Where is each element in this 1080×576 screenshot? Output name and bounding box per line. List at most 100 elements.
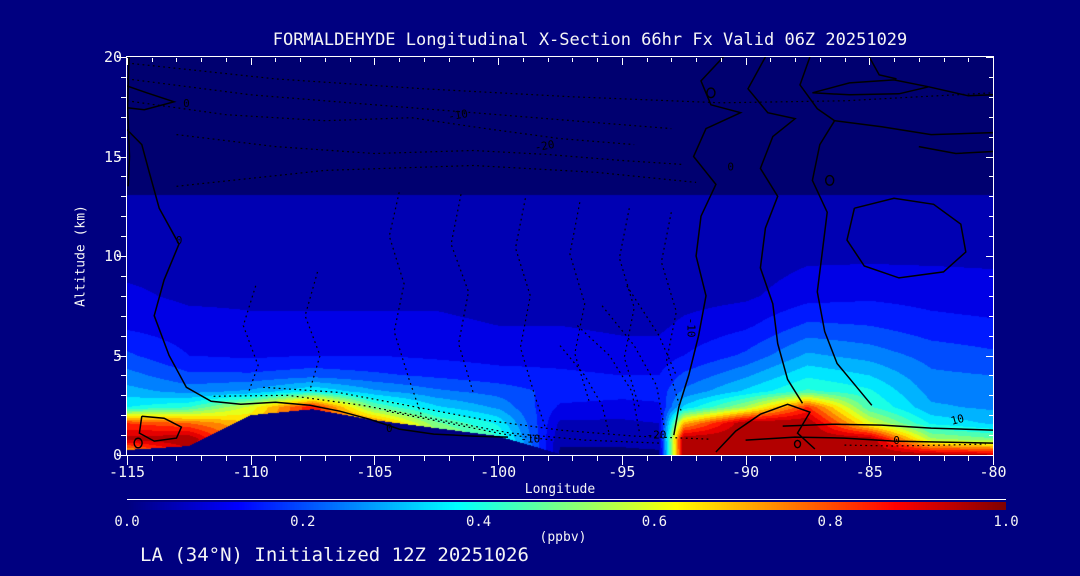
dotted-contour-line: [127, 62, 993, 104]
x-axis-top-tick: [993, 58, 994, 65]
contour-value-label: 0: [893, 434, 900, 447]
solid-contour-line: [812, 79, 929, 96]
x-axis-tick: [621, 456, 623, 465]
dotted-contour-line: [304, 271, 321, 390]
y-axis-right-tick: [989, 96, 993, 98]
x-axis-tick: [844, 456, 846, 461]
dotted-contour-line: [514, 198, 546, 428]
y-axis-right-tick: [986, 455, 993, 456]
y-axis-tick: [121, 76, 126, 78]
y-axis-title: Altitude (km): [73, 205, 89, 307]
dotted-contour-line: [618, 208, 640, 408]
x-axis-top-tick: [745, 58, 747, 65]
x-axis-tick: [597, 456, 599, 461]
dotted-contour-line: [127, 100, 635, 146]
x-axis-tick: [473, 456, 475, 461]
x-axis-tick: [127, 456, 128, 465]
y-axis-right-tick: [989, 295, 993, 297]
x-axis-top-tick: [423, 58, 425, 62]
y-axis-right-tick: [989, 395, 993, 397]
x-axis-top-tick: [300, 58, 302, 62]
x-axis-tick: [349, 456, 351, 461]
x-tick-label: -110: [232, 463, 269, 481]
solid-contour-line: [782, 423, 993, 431]
y-axis-tick: [121, 176, 126, 178]
dotted-contour-line: [213, 394, 660, 444]
solid-contour-line: [138, 415, 183, 442]
solid-contour-line: [715, 403, 816, 453]
x-axis-tick: [300, 456, 302, 461]
contour-value-label: 0: [727, 160, 734, 173]
x-axis-top-tick: [646, 58, 648, 62]
x-axis-top-tick: [894, 58, 896, 62]
x-axis-top-tick: [968, 58, 970, 62]
y-axis-tick: [121, 335, 126, 337]
x-axis-top-tick: [151, 58, 153, 62]
y-axis-right-tick: [986, 156, 993, 158]
contour-value-label: -20: [534, 138, 556, 154]
y-axis-right-tick: [989, 275, 993, 277]
x-axis-top-tick: [918, 58, 920, 62]
y-axis-right-tick: [989, 435, 993, 437]
contour-loop: [793, 439, 802, 449]
x-axis-tick: [448, 456, 450, 461]
x-tick-label: -95: [608, 463, 636, 481]
y-axis-tick: [117, 355, 126, 357]
x-axis-top-tick: [324, 58, 326, 62]
y-axis-tick: [117, 57, 126, 58]
dotted-contour-line: [127, 78, 672, 130]
x-tick-label: -85: [855, 463, 883, 481]
y-axis-right-tick: [989, 335, 993, 337]
contour-value-label: -20: [647, 429, 667, 442]
x-axis-top-tick: [374, 58, 376, 65]
x-axis-tick: [250, 456, 252, 465]
solid-contour-line: [799, 57, 873, 406]
y-axis-tick: [121, 116, 126, 118]
x-axis-tick: [720, 456, 722, 461]
y-axis-tick: [121, 96, 126, 98]
y-axis-tick: [121, 315, 126, 317]
y-tick-label: 5: [112, 346, 122, 365]
x-axis-top-tick: [127, 58, 128, 65]
y-axis-right-tick: [989, 176, 993, 178]
solid-contour-line: [834, 119, 993, 136]
x-axis-top-tick: [943, 58, 945, 62]
x-axis-top-tick: [671, 58, 673, 62]
contour-loop: [824, 174, 835, 186]
x-axis-top-tick: [176, 58, 178, 62]
solid-contour-line: [846, 197, 967, 279]
solid-contour-line: [745, 436, 993, 444]
x-axis-tick: [151, 456, 153, 461]
initialization-info: LA (34°N) Initialized 12Z 20251026: [140, 544, 529, 566]
colorbar: [127, 502, 1006, 510]
x-tick-label: -115: [108, 463, 146, 481]
colorbar-tick-label: 0.8: [817, 514, 843, 530]
colorbar-top-line: [127, 499, 1006, 500]
x-axis-tick: [498, 456, 500, 465]
x-axis-top-tick: [250, 58, 252, 65]
x-axis-top-tick: [572, 58, 574, 62]
contour-value-label: -10: [520, 433, 540, 446]
y-tick-label: 15: [103, 147, 122, 166]
y-axis-right-tick: [986, 355, 993, 357]
x-axis-tick: [770, 456, 772, 461]
x-axis-tick: [943, 456, 945, 461]
y-axis-tick: [121, 415, 126, 417]
y-axis-tick: [121, 196, 126, 198]
dotted-contour-line: [176, 134, 684, 166]
x-axis-tick: [696, 456, 698, 461]
contour-line-overlay: 0 0 0 -10 -20 -10 -20 -10 10 0 0: [127, 57, 993, 453]
y-axis-tick: [121, 395, 126, 397]
x-axis-tick: [918, 456, 920, 461]
solid-contour-line: [868, 57, 897, 80]
x-tick-label: -80: [979, 463, 1007, 481]
y-axis-right-tick: [986, 57, 993, 58]
y-axis-tick: [121, 435, 126, 437]
colorbar-tick-label: 0.0: [114, 514, 140, 530]
x-axis-top-tick: [473, 58, 475, 62]
y-axis-tick: [117, 455, 126, 456]
x-axis-tick: [275, 456, 277, 461]
x-axis-top-tick: [349, 58, 351, 62]
x-axis-tick: [225, 456, 227, 461]
x-tick-label: -105: [356, 463, 393, 481]
